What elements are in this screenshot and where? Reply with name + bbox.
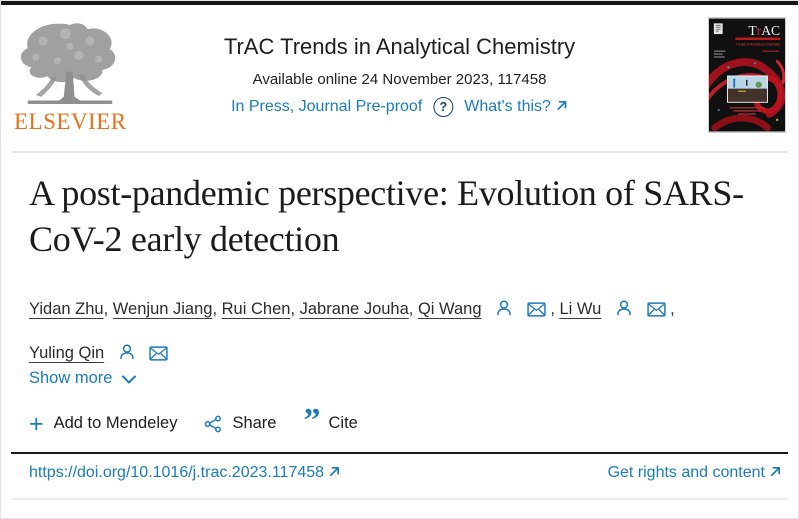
author-separator: , bbox=[290, 300, 300, 318]
author-separator: , bbox=[408, 300, 418, 318]
author-link[interactable]: Qi Wang bbox=[417, 300, 482, 318]
get-rights-label: Get rights and content bbox=[607, 464, 765, 481]
doi-text: https://doi.org/10.1016/j.trac.2023.1174… bbox=[29, 464, 325, 481]
person-icon[interactable] bbox=[118, 343, 136, 361]
author-link[interactable]: Li Wu bbox=[559, 300, 602, 318]
external-link-icon bbox=[556, 100, 566, 111]
svg-text:Trends in Analytical Chemistry: Trends in Analytical Chemistry bbox=[736, 42, 781, 46]
availability-text: Available online 24 November 2023, 11745… bbox=[252, 71, 547, 88]
doi-link[interactable]: https://doi.org/10.1016/j.trac.2023.1174… bbox=[29, 464, 341, 482]
in-press-link[interactable]: In Press, Journal Pre-proof bbox=[231, 98, 423, 115]
whats-this-link[interactable]: What's this? bbox=[464, 98, 568, 116]
cite-button[interactable]: ” Cite bbox=[303, 401, 358, 439]
article-title: A post-pandemic perspective: Evolution o… bbox=[29, 173, 744, 259]
envelope-icon[interactable] bbox=[527, 302, 546, 317]
show-more-button[interactable]: Show more bbox=[29, 369, 137, 388]
journal-cover-art: TrAC Trends in Analytical Chemistry bbox=[709, 18, 785, 132]
footer-row: https://doi.org/10.1016/j.trac.2023.1174… bbox=[29, 464, 782, 482]
author-link[interactable]: Yidan Zhu bbox=[29, 300, 104, 318]
add-to-mendeley-label: Add to Mendeley bbox=[53, 414, 178, 432]
cite-label: Cite bbox=[328, 414, 358, 432]
content-divider bbox=[11, 452, 788, 454]
cite-quote-icon: ” bbox=[303, 401, 320, 439]
elsevier-logo[interactable]: ELSEVIER bbox=[14, 21, 139, 135]
author-link[interactable]: Rui Chen bbox=[221, 300, 291, 318]
share-label: Share bbox=[232, 414, 277, 432]
author-separator: , bbox=[550, 300, 560, 318]
journal-cover-thumbnail[interactable]: TrAC Trends in Analytical Chemistry bbox=[708, 17, 786, 133]
author-link[interactable]: Yuling Qin bbox=[29, 344, 105, 362]
person-icon[interactable] bbox=[495, 299, 513, 317]
author-link[interactable]: Jabrane Jouha bbox=[299, 300, 409, 318]
author-separator: , bbox=[212, 300, 222, 318]
envelope-icon[interactable] bbox=[646, 302, 666, 317]
question-circle-icon[interactable]: ? bbox=[433, 97, 454, 117]
svg-text:TrAC: TrAC bbox=[748, 23, 780, 38]
author-separator: , bbox=[103, 300, 113, 318]
journal-banner: TrAC Trends in Analytical Chemistry Avai… bbox=[224, 34, 575, 117]
header-divider bbox=[11, 151, 788, 153]
get-rights-link[interactable]: Get rights and content bbox=[608, 464, 782, 482]
top-border-bar bbox=[1, 1, 798, 5]
envelope-icon[interactable] bbox=[149, 346, 169, 361]
plus-icon: + bbox=[29, 409, 44, 438]
author-link[interactable]: Wenjun Jiang bbox=[112, 300, 213, 318]
journal-title-link[interactable]: TrAC Trends in Analytical Chemistry bbox=[223, 34, 576, 59]
external-link-icon bbox=[770, 466, 781, 477]
author-separator: , bbox=[670, 300, 675, 318]
share-button[interactable]: Share bbox=[204, 414, 276, 433]
chevron-down-icon bbox=[122, 375, 137, 384]
elsevier-tree-icon bbox=[20, 23, 116, 105]
share-icon bbox=[205, 415, 222, 432]
action-toolbar: + Add to Mendeley Share ” Cite bbox=[29, 401, 358, 439]
show-more-label: Show more bbox=[29, 369, 113, 387]
elsevier-wordmark: ELSEVIER bbox=[14, 109, 127, 134]
add-to-mendeley-button[interactable]: + Add to Mendeley bbox=[29, 409, 178, 438]
status-row: In Press, Journal Pre-proof ? What's thi… bbox=[224, 97, 575, 117]
author-list: Yidan Zhu, Wenjun Jiang, Rui Chen, Jabra… bbox=[29, 287, 709, 375]
bottom-divider bbox=[11, 498, 788, 500]
whats-this-label: What's this? bbox=[464, 98, 551, 115]
person-icon[interactable] bbox=[615, 299, 633, 317]
external-link-icon bbox=[329, 466, 340, 477]
